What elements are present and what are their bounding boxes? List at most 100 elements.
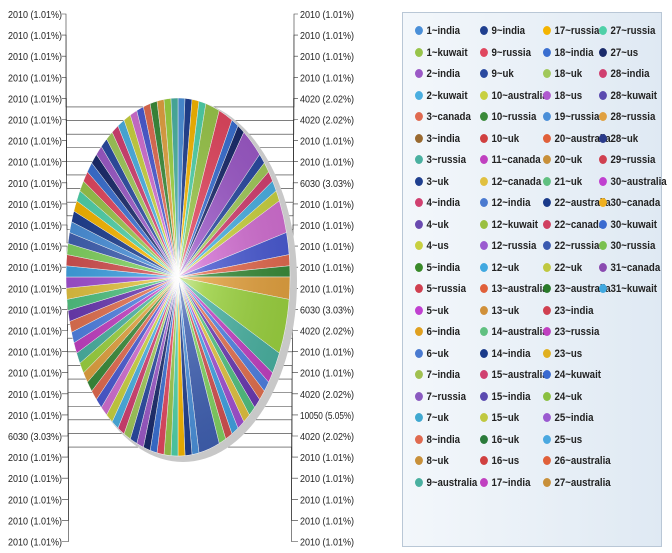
legend-swatch [415,241,423,250]
left-data-label: 2010 (1.01%) [8,389,62,401]
left-data-label: 2010 (1.01%) [8,326,62,338]
legend-swatch [543,198,551,207]
left-leader-line [62,98,100,162]
legend-swatch [415,305,423,315]
pie-highlight [66,98,290,456]
legend-item: 23~us [543,348,582,366]
legend-swatch [543,456,551,465]
left-data-label: 2010 (1.01%) [8,410,62,422]
legend-swatch [543,413,551,422]
right-data-label: 2010 (1.01%) [300,199,354,211]
legend-item: 28~india [599,68,649,86]
left-data-label: 6030 (3.03%) [8,431,62,443]
legend-swatch [480,327,488,336]
legend-swatch [599,284,607,293]
legend-swatch [543,47,551,57]
legend-label: 16~us [491,455,520,467]
left-data-label: 2010 (1.01%) [8,452,62,464]
legend-item: 13~uk [480,305,519,323]
legend-swatch [415,198,423,207]
legend-swatch [543,327,551,336]
legend-item: 22~canada [543,219,604,237]
legend-label: 31~canada [610,261,661,274]
right-data-label: 6030 (3.03%) [300,304,354,316]
legend-label: 7~india [426,369,461,381]
legend-item: 30~kuwait [599,219,657,237]
legend-swatch [543,348,551,358]
legend-label: 29~russia [610,154,656,166]
left-data-label: 2010 (1.01%) [8,494,62,506]
legend-swatch [543,305,551,315]
legend-swatch [599,219,607,229]
legend-label: 12~uk [491,261,520,274]
left-leader-line [62,378,94,437]
legend-label: 28~russia [610,111,656,123]
legend-swatch [543,90,551,100]
legend-item: 1~india [415,25,460,43]
data-labels: 2010 (1.01%) 2010 (1.01%) 2010 (1.01%) 2010… [8,9,354,549]
legend-swatch [415,112,423,121]
legend-item: 22~uk [543,262,582,280]
legend-item: 5~russia [415,283,466,301]
left-data-label: 2010 (1.01%) [8,93,62,105]
legend-swatch [543,284,551,293]
legend-swatch [599,198,607,207]
legend-label: 24~uk [554,390,583,403]
right-data-label: 4020 (2.02%) [300,389,354,401]
legend-swatch [415,176,423,186]
left-data-label: 2010 (1.01%) [8,136,62,148]
right-data-label: 2010 (1.01%) [300,262,354,274]
left-leader-line [62,161,85,203]
legend-item: 12~uk [480,262,519,280]
legend-item: 17~india [480,477,530,495]
legend-item: 2~kuwait [415,90,468,108]
right-data-label: 2010 (1.01%) [300,473,354,485]
legend-swatch [543,219,551,229]
legend-label: 12~india [491,197,531,209]
right-leader-line [249,77,298,149]
legend-label: 10~russia [491,111,537,123]
legend-label: 11~canada [491,154,541,166]
legend-item: 24~uk [543,391,582,409]
legend-label: 22~canada [554,218,605,231]
legend-swatch [480,284,488,293]
legend-label: 9~australia [426,476,478,489]
legend-label: 27~us [610,46,639,59]
legend-item: 17~russia [543,25,599,43]
legend-item: 27~us [599,47,638,65]
legend-label: 23~us [554,347,583,360]
right-data-label: 4020 (2.02%) [300,431,354,443]
left-data-label: 2010 (1.01%) [8,115,62,127]
right-data-label: 4020 (2.02%) [300,115,354,127]
legend-item: 18~india [543,47,593,65]
legend-swatch [415,69,423,78]
legend-label: 2~india [426,68,461,80]
left-leader-line [62,13,146,108]
legend-label: 27~australia [554,476,611,489]
legend-label: 30~australia [610,175,667,188]
legend-label: 2~kuwait [426,89,468,102]
legend-label: 3~uk [426,175,449,188]
legend-label: 22~uk [554,261,583,274]
legend-swatch [480,305,488,315]
legend-swatch [599,112,607,121]
legend-swatch [480,112,488,121]
legend-label: 13~uk [491,304,520,317]
legend-label: 13~australia [491,283,548,295]
legend-item: 9~india [480,25,525,43]
legend-swatch [480,477,488,487]
legend-item: 18~uk [543,68,582,86]
legend-swatch [415,155,423,164]
legend-item: 6~uk [415,348,449,366]
legend-swatch [599,26,607,35]
left-data-label: 2010 (1.01%) [8,283,62,295]
legend-label: 28~kuwait [610,89,657,102]
legend-label: 21~uk [554,175,583,188]
legend-item: 21~uk [543,176,582,194]
legend-item: 2~india [415,68,460,86]
left-data-label: 2010 (1.01%) [8,157,62,169]
legend-label: 18~uk [554,68,583,80]
legend-swatch [543,370,551,379]
right-data-label: 2010 (1.01%) [300,220,354,232]
